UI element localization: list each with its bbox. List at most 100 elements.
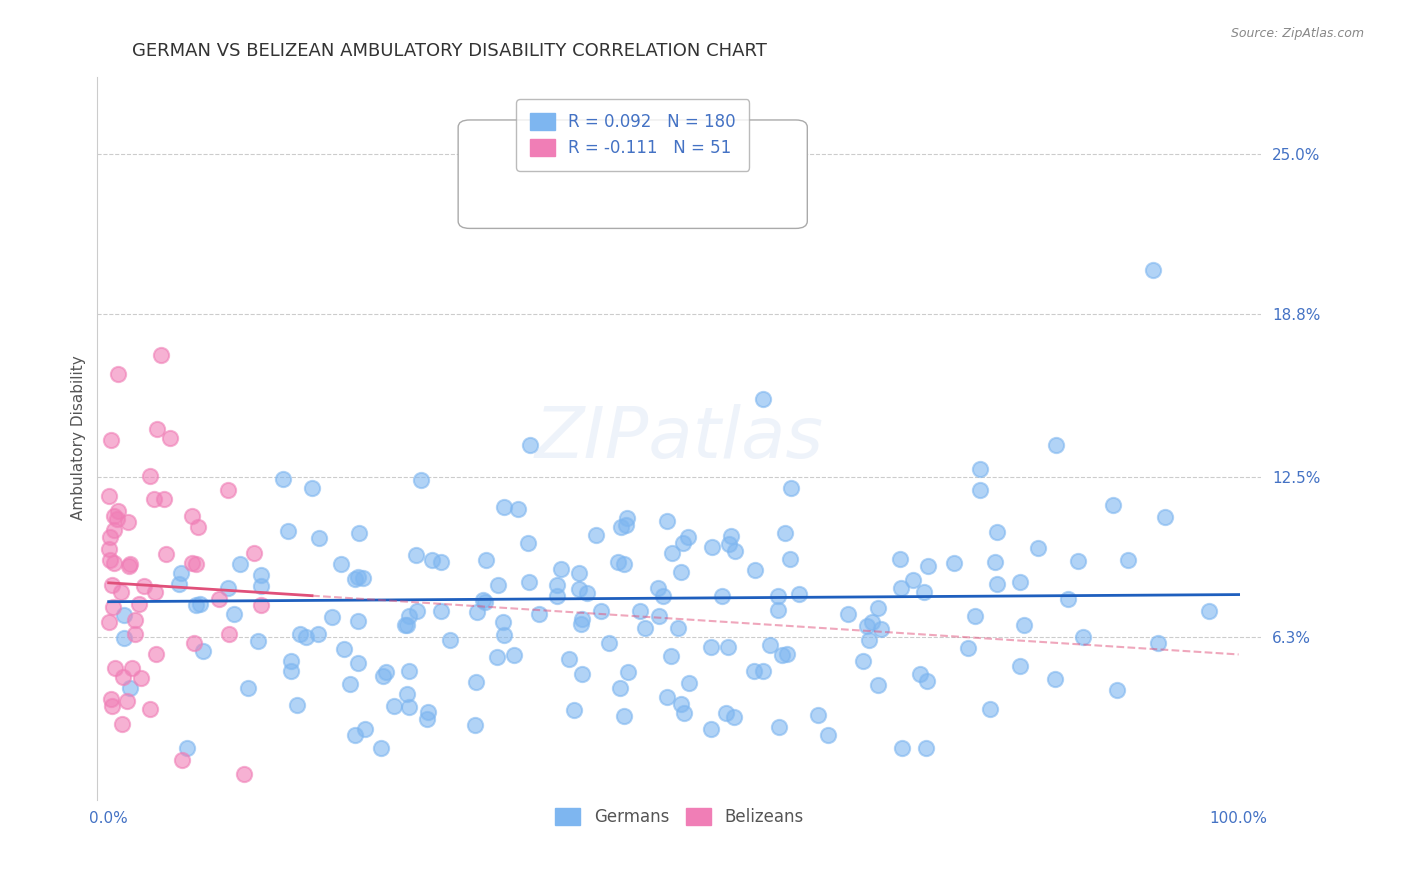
- Point: [464, 675, 486, 690]
- Point: [101, 599, 124, 614]
- Point: [98, 615, 121, 630]
- Point: [678, 676, 700, 690]
- Point: [700, 640, 723, 654]
- Text: ZIPatlas: ZIPatlas: [534, 403, 824, 473]
- Point: [744, 563, 766, 577]
- Point: [132, 579, 155, 593]
- Point: [146, 422, 169, 436]
- Point: [176, 740, 198, 755]
- Point: [1146, 635, 1168, 649]
- Point: [718, 537, 741, 551]
- Point: [752, 664, 775, 678]
- Point: [891, 740, 914, 755]
- Point: [143, 491, 166, 506]
- Point: [720, 528, 742, 542]
- Point: [486, 578, 509, 592]
- Point: [103, 508, 125, 523]
- Point: [759, 638, 782, 652]
- Point: [295, 630, 318, 644]
- Point: [188, 598, 211, 612]
- Point: [120, 557, 142, 571]
- Point: [917, 558, 939, 573]
- Point: [862, 615, 884, 630]
- Point: [396, 618, 419, 632]
- Point: [575, 586, 598, 600]
- Point: [290, 627, 312, 641]
- Point: [143, 585, 166, 599]
- Point: [98, 530, 121, 544]
- Point: [666, 621, 689, 635]
- Point: [418, 705, 440, 719]
- Point: [768, 720, 790, 734]
- Point: [912, 584, 935, 599]
- Point: [382, 698, 405, 713]
- Point: [1198, 604, 1220, 618]
- Point: [613, 709, 636, 723]
- Point: [184, 599, 207, 613]
- Point: [942, 556, 965, 570]
- Point: [915, 674, 938, 689]
- Point: [339, 677, 361, 691]
- Point: [155, 547, 177, 561]
- Point: [676, 530, 699, 544]
- Point: [1045, 673, 1067, 687]
- Point: [308, 531, 330, 545]
- Point: [655, 690, 678, 704]
- Point: [170, 566, 193, 580]
- Point: [661, 546, 683, 560]
- Point: [150, 348, 173, 362]
- Point: [107, 504, 129, 518]
- Point: [104, 661, 127, 675]
- Point: [159, 431, 181, 445]
- Point: [770, 648, 793, 662]
- Point: [852, 654, 875, 668]
- Point: [354, 723, 377, 737]
- Point: [333, 642, 356, 657]
- Point: [301, 481, 323, 495]
- Point: [546, 578, 568, 592]
- Point: [429, 555, 451, 569]
- Point: [115, 693, 138, 707]
- Legend: Germans, Belizeans: Germans, Belizeans: [547, 800, 811, 835]
- Point: [776, 647, 799, 661]
- Point: [806, 707, 828, 722]
- Point: [247, 634, 270, 648]
- Point: [280, 654, 302, 668]
- Point: [1116, 553, 1139, 567]
- Point: [751, 392, 773, 407]
- Point: [107, 512, 129, 526]
- Point: [956, 641, 979, 656]
- Point: [610, 520, 633, 534]
- Point: [979, 702, 1001, 716]
- Point: [207, 592, 229, 607]
- Point: [472, 593, 495, 607]
- Point: [585, 528, 607, 542]
- Point: [657, 514, 679, 528]
- Point: [1142, 263, 1164, 277]
- Point: [321, 610, 343, 624]
- Point: [724, 544, 747, 558]
- Point: [422, 552, 444, 566]
- Point: [568, 582, 591, 596]
- Point: [249, 598, 271, 612]
- Point: [571, 666, 593, 681]
- Point: [614, 517, 637, 532]
- Point: [218, 627, 240, 641]
- Point: [464, 718, 486, 732]
- Point: [901, 573, 924, 587]
- Point: [271, 472, 294, 486]
- Point: [1071, 630, 1094, 644]
- Point: [249, 578, 271, 592]
- Point: [145, 647, 167, 661]
- Point: [98, 489, 121, 503]
- Point: [191, 644, 214, 658]
- Point: [124, 627, 146, 641]
- Point: [1045, 438, 1067, 452]
- Point: [558, 652, 581, 666]
- Point: [224, 607, 246, 621]
- Point: [280, 665, 302, 679]
- Point: [744, 664, 766, 678]
- Point: [855, 618, 877, 632]
- Point: [1012, 618, 1035, 632]
- Point: [869, 622, 891, 636]
